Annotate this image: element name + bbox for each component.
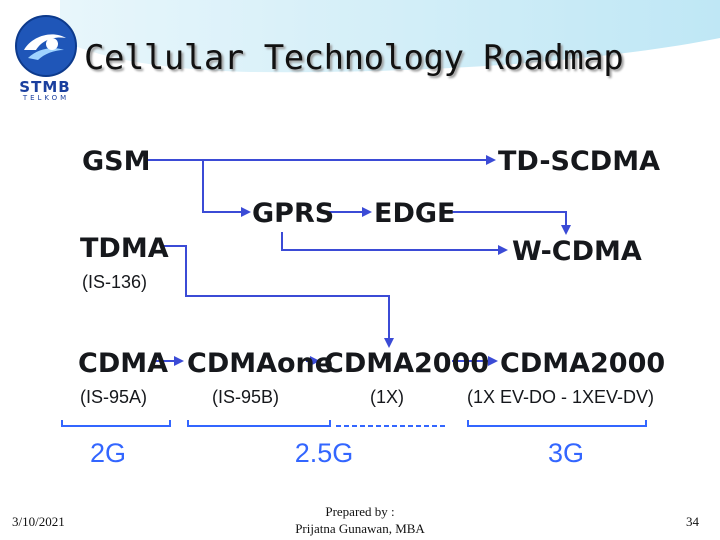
bracket-2g [61,420,171,427]
generation-labels: 2G 2.5G 3G [90,438,584,468]
node-cdma: CDMA [78,348,168,379]
bracket-2-5g [187,420,331,427]
node-tdma: TDMA [80,233,169,264]
header-swoosh [60,0,720,73]
logo [14,14,86,104]
arrow-gsm-gprs [202,160,251,217]
logo-subtitle: TELKOM [22,94,70,102]
generation-brackets [61,420,647,427]
node-labels: GSM TD-SCDMA GPRS EDGE TDMA (IS-136) W-C… [78,146,665,407]
node-gprs: GPRS [252,198,334,229]
logo-globe-icon [15,15,77,77]
footer-credit: Prepared by : Prijatna Gunawan, MBA [260,503,460,537]
roadmap-diagram: GSM TD-SCDMA GPRS EDGE TDMA (IS-136) W-C… [61,146,665,468]
generation-2g: 2G [90,438,126,468]
footer-page-number: 34 [686,514,699,529]
node-edge: EDGE [374,198,455,229]
node-gsm: GSM [82,146,150,177]
node-cdma2000-ev: CDMA2000 [500,348,665,379]
bracket-3g [467,420,647,427]
node-cdma-sub: (IS-95A) [80,387,147,407]
connectors [146,155,571,366]
node-cdmaone: CDMAone [187,348,333,379]
footer-date: 3/10/2021 [12,514,65,529]
arrow-tdma-cdma2000 [160,245,394,348]
arrow-edge-wcdma [443,211,571,235]
node-cdmaone-sub: (IS-95B) [212,387,279,407]
node-cdma2000-ev-sub: (1X EV-DO - 1XEV-DV) [467,387,654,407]
page-title: Cellular Technology Roadmap [84,38,624,78]
footer-prepared-label: Prepared by : [325,504,395,519]
node-w-cdma: W-CDMA [512,236,642,267]
node-td-scdma: TD-SCDMA [498,146,660,177]
generation-2-5g: 2.5G [295,438,354,468]
footer-author: Prijatna Gunawan, MBA [295,521,425,536]
logo-name: STMB [19,78,71,96]
node-cdma2000-1x: CDMA2000 [324,348,489,379]
arrow-gprs-wcdma [281,232,508,255]
node-cdma2000-1x-sub: (1X) [370,387,404,407]
generation-3g: 3G [548,438,584,468]
node-tdma-sub: (IS-136) [82,272,147,292]
